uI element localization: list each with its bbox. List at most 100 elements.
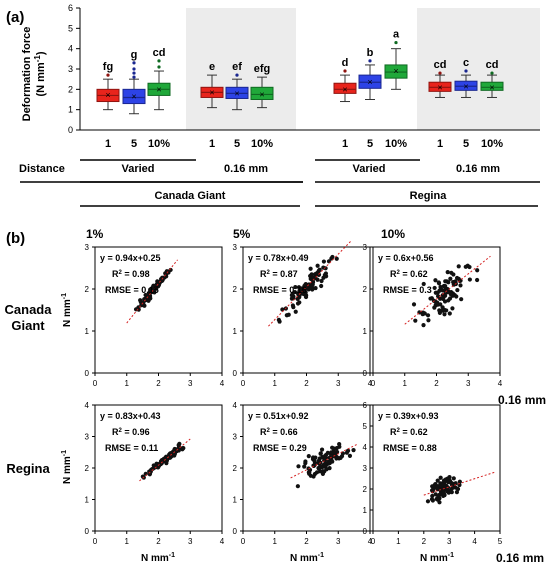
scatter-point	[330, 445, 335, 450]
x-tick-label: 3	[336, 537, 341, 546]
scatter-point	[311, 474, 316, 479]
scatter-plot-1: 0 1 2 3 4 0 1 2 3 y = 0.94x+0.25 R2 = 0.98 RMSE = 0…	[85, 243, 225, 388]
side-note-top: 0.16 mm	[498, 393, 546, 407]
scatter-point	[323, 455, 328, 461]
svg-text:(N mm-1): (N mm-1)	[33, 51, 47, 96]
box-outlier	[490, 71, 494, 75]
scatter-point	[438, 475, 443, 480]
equation-label: y = 0.6x+0.56	[378, 253, 434, 263]
scatter-point	[180, 447, 185, 452]
side-note-bottom: 0.16 mm	[496, 551, 544, 565]
scatter-point	[330, 459, 335, 464]
x-tick-label: 3	[188, 379, 193, 388]
scatter-point	[435, 487, 440, 492]
x-category-label: 10%	[251, 138, 273, 150]
scatter-point	[303, 290, 308, 295]
box-6	[250, 86, 274, 101]
scatter-point	[317, 466, 322, 471]
scatter-point	[443, 283, 448, 289]
scatter-point	[334, 449, 340, 455]
scatter-point	[154, 462, 160, 467]
y-tick-label: 2	[233, 285, 238, 294]
significance-letter: d	[342, 57, 349, 69]
x-tick-label: 0	[371, 537, 376, 546]
scatter-point	[441, 491, 446, 496]
x-tick-label: 4	[220, 537, 225, 546]
scatter-point	[317, 267, 322, 272]
scatter-point	[276, 317, 281, 322]
x-axis-unit-3: N mm-1	[420, 552, 454, 564]
x-tick-label: 1	[125, 537, 130, 546]
x-tick-label: 4	[368, 537, 373, 546]
y-tick-label: 3	[85, 433, 90, 442]
box-mean-marker: ×	[489, 82, 494, 92]
y-tick-label: 1	[363, 327, 368, 336]
scatter-point	[421, 281, 426, 287]
scatter-point	[284, 313, 289, 318]
scatter-point	[319, 283, 324, 289]
x-category-label: 1	[342, 138, 348, 150]
plot-frame	[94, 246, 223, 374]
scatter-point	[164, 458, 170, 463]
ylabel-close: )	[35, 51, 47, 55]
scatter-point	[433, 290, 438, 295]
scatter-point	[147, 290, 152, 295]
significance-letter: cd	[153, 47, 166, 59]
scatter-point	[429, 497, 435, 502]
equation-label: y = 0.39x+0.93	[378, 411, 439, 421]
scatter-point	[449, 486, 455, 491]
scatter-point	[430, 493, 435, 499]
group-label-4: 0.16 mm	[456, 163, 500, 175]
x-tick-label: 2	[304, 379, 309, 388]
scatter-point	[446, 476, 451, 481]
scatter-point	[309, 282, 314, 287]
x-category-label: 10%	[481, 138, 503, 150]
box-outlier	[368, 59, 372, 63]
y-tick-label: 3	[363, 464, 368, 473]
x-tick-label: 0	[241, 379, 246, 388]
scatter-point	[328, 454, 333, 460]
r2-label: R2 = 0.62	[390, 269, 428, 279]
y-tick-label: 4	[233, 401, 238, 410]
y-tick-label: 5	[363, 422, 368, 431]
scatter-point	[323, 271, 328, 276]
x-tick-label: 2	[434, 379, 439, 388]
scatter-point	[446, 280, 451, 285]
scatter-point	[319, 278, 324, 284]
box-outlier	[394, 40, 398, 45]
scatter-point	[433, 278, 438, 283]
scatter-point	[442, 312, 447, 317]
col-title-1: 1%	[86, 227, 104, 241]
y-tick-label: 4	[363, 443, 368, 452]
scatter-point	[447, 311, 452, 316]
scatter-point	[293, 309, 298, 314]
scatter-point	[440, 296, 446, 301]
group-label-3: Varied	[352, 163, 385, 175]
scatter-point	[475, 277, 480, 283]
scatter-point	[313, 271, 318, 277]
col-title-3: 10%	[381, 227, 405, 241]
scatter-point	[440, 305, 445, 310]
scatter-point	[445, 489, 450, 494]
scatter-point	[347, 453, 353, 458]
x-tick-label: 4	[368, 379, 373, 388]
scatter-point	[449, 490, 454, 495]
scatter-point	[447, 296, 453, 301]
scatter-point	[432, 285, 437, 291]
plot-frame	[372, 404, 501, 532]
cultivar-label-2: Regina	[410, 190, 448, 202]
scatter-point	[160, 459, 165, 464]
box-mean-marker: ×	[259, 89, 264, 99]
ylabel-line2: (N mm	[35, 62, 47, 96]
scatter-point	[458, 283, 463, 288]
y-tick-label: 2	[233, 464, 238, 473]
box-7	[333, 82, 357, 94]
box-outlier	[157, 59, 161, 63]
scatter-point	[440, 308, 445, 313]
y-tick-label: 2	[85, 464, 90, 473]
scatter-point	[323, 266, 328, 271]
y-tick-label: 1	[68, 105, 73, 115]
scatter-point	[436, 280, 441, 285]
y-tick-label: 1	[85, 496, 90, 505]
